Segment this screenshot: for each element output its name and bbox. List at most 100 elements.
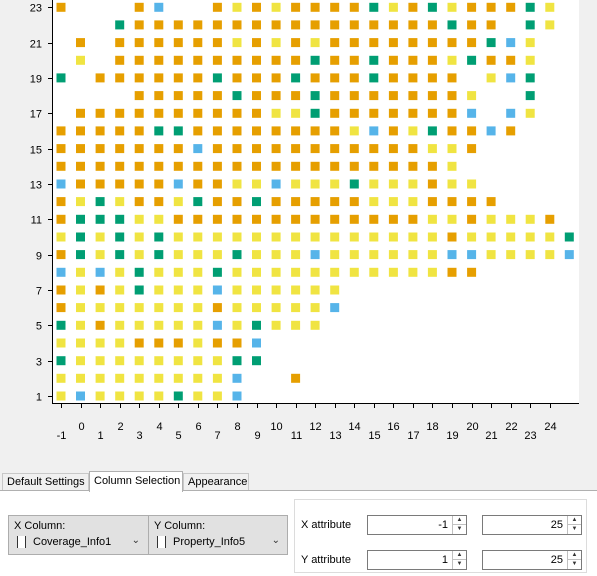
x-tick-label: -1 bbox=[57, 430, 67, 442]
y-column-selector[interactable]: Y Column: Property_Info5 ⌄ bbox=[149, 516, 288, 554]
data-point bbox=[173, 144, 183, 154]
spin-up-icon[interactable]: ▲ bbox=[453, 516, 466, 525]
data-point bbox=[564, 232, 574, 242]
data-point bbox=[310, 250, 320, 260]
data-point bbox=[291, 73, 301, 83]
data-point bbox=[212, 232, 222, 242]
data-point bbox=[388, 126, 398, 136]
data-point bbox=[232, 303, 242, 313]
x-max-value: 25 bbox=[550, 519, 563, 531]
data-point bbox=[427, 108, 437, 118]
spin-down-icon[interactable]: ▼ bbox=[456, 526, 463, 532]
data-point bbox=[271, 73, 281, 83]
data-point bbox=[310, 303, 320, 313]
y-min-spinner[interactable]: 1 ▲ ▼ bbox=[367, 550, 467, 570]
data-point bbox=[76, 108, 85, 118]
data-point bbox=[369, 126, 379, 136]
data-point bbox=[212, 214, 222, 224]
data-point bbox=[252, 55, 261, 65]
data-point bbox=[212, 161, 222, 171]
y-tick-label: 19 bbox=[30, 74, 42, 86]
data-point bbox=[349, 250, 359, 260]
data-point bbox=[388, 2, 398, 12]
data-point bbox=[193, 214, 203, 224]
data-point bbox=[154, 20, 164, 30]
data-point bbox=[349, 197, 359, 207]
data-point bbox=[193, 356, 203, 366]
data-point bbox=[232, 38, 242, 48]
data-point bbox=[173, 232, 183, 242]
data-point bbox=[349, 55, 359, 65]
data-point bbox=[506, 38, 516, 48]
spin-up-icon[interactable]: ▲ bbox=[453, 551, 466, 560]
data-point bbox=[212, 320, 222, 330]
spin-up-icon[interactable]: ▲ bbox=[568, 516, 581, 525]
data-point bbox=[56, 161, 66, 171]
data-point bbox=[506, 108, 516, 118]
data-point bbox=[154, 285, 164, 295]
data-point bbox=[369, 91, 379, 101]
data-point bbox=[232, 2, 242, 12]
data-point bbox=[408, 179, 418, 189]
data-point bbox=[76, 338, 85, 348]
spin-down-icon[interactable]: ▼ bbox=[571, 526, 578, 532]
tab-appearance[interactable]: Appearance bbox=[183, 473, 249, 491]
y-max-spinner[interactable]: 25 ▲ ▼ bbox=[482, 550, 582, 570]
spinner-arrows: ▲ ▼ bbox=[452, 516, 466, 534]
data-point bbox=[56, 214, 66, 224]
data-point bbox=[291, 267, 301, 277]
x-column-selector[interactable]: X Column: Coverage_Info1 ⌄ bbox=[9, 516, 149, 554]
data-point bbox=[173, 91, 183, 101]
data-point bbox=[193, 303, 203, 313]
data-point bbox=[388, 38, 398, 48]
scatter-plot-panel[interactable]: 1 3 5 7 9 11 13 15 17 19 21 23 -1 0 1 2 3 4 5 6 7 8 9 10 11 12 13 1… bbox=[0, 0, 597, 469]
data-point bbox=[193, 38, 203, 48]
column-selection-panel: X Column: Coverage_Info1 ⌄ Y Column: Pro… bbox=[0, 490, 597, 576]
data-point bbox=[95, 144, 105, 154]
data-point bbox=[252, 197, 261, 207]
data-point bbox=[56, 303, 66, 313]
x-max-spinner[interactable]: 25 ▲ ▼ bbox=[482, 515, 582, 535]
tab-default-settings[interactable]: Default Settings bbox=[2, 473, 89, 491]
data-point bbox=[388, 161, 398, 171]
data-point bbox=[291, 232, 301, 242]
data-point bbox=[252, 38, 261, 48]
spin-down-icon[interactable]: ▼ bbox=[571, 561, 578, 567]
y-min-value: 1 bbox=[441, 554, 448, 566]
chevron-down-icon[interactable]: ⌄ bbox=[271, 535, 280, 546]
data-point bbox=[447, 197, 457, 207]
data-point bbox=[154, 197, 164, 207]
data-point bbox=[525, 38, 535, 48]
data-point bbox=[212, 338, 222, 348]
data-point bbox=[154, 320, 164, 330]
scatter-plot[interactable]: 1357911131517192123-10123456789101112131… bbox=[0, 0, 597, 469]
data-point bbox=[369, 2, 379, 12]
data-point bbox=[134, 373, 144, 383]
data-point bbox=[173, 179, 183, 189]
spin-down-icon[interactable]: ▼ bbox=[456, 561, 463, 567]
data-point bbox=[252, 267, 261, 277]
data-point bbox=[506, 73, 516, 83]
data-point bbox=[173, 38, 183, 48]
data-point bbox=[232, 197, 242, 207]
data-point bbox=[115, 391, 125, 401]
data-point bbox=[56, 356, 66, 366]
x-min-spinner[interactable]: -1 ▲ ▼ bbox=[367, 515, 467, 535]
data-point bbox=[173, 320, 183, 330]
data-point bbox=[506, 126, 516, 136]
data-point bbox=[193, 197, 203, 207]
data-point bbox=[291, 373, 301, 383]
data-point bbox=[76, 232, 85, 242]
x-tick-label: 6 bbox=[195, 421, 201, 433]
data-point bbox=[388, 232, 398, 242]
data-point bbox=[427, 232, 437, 242]
spin-up-icon[interactable]: ▲ bbox=[568, 551, 581, 560]
data-point bbox=[212, 179, 222, 189]
data-point bbox=[232, 232, 242, 242]
data-point bbox=[486, 73, 496, 83]
x-tick-label: 13 bbox=[329, 430, 341, 442]
data-point bbox=[310, 320, 320, 330]
tab-column-selection[interactable]: Column Selection bbox=[89, 471, 183, 492]
data-point bbox=[154, 338, 164, 348]
chevron-down-icon[interactable]: ⌄ bbox=[131, 535, 140, 546]
